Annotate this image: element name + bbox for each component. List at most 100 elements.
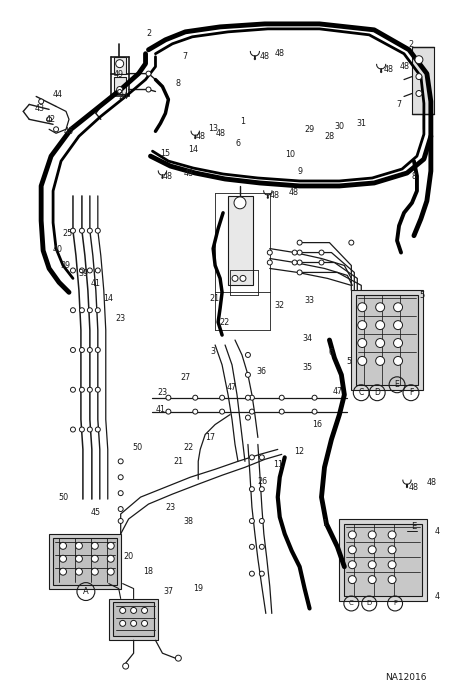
Circle shape xyxy=(118,459,123,464)
Circle shape xyxy=(319,250,324,255)
Bar xyxy=(351,290,423,389)
Text: 36: 36 xyxy=(257,367,267,376)
Circle shape xyxy=(46,117,52,122)
Circle shape xyxy=(87,308,92,313)
Text: 39: 39 xyxy=(79,269,89,278)
Circle shape xyxy=(131,620,137,626)
Circle shape xyxy=(249,409,255,414)
Circle shape xyxy=(376,303,384,312)
Circle shape xyxy=(259,486,264,491)
Circle shape xyxy=(259,544,264,550)
Text: 23: 23 xyxy=(165,502,175,511)
Circle shape xyxy=(95,427,100,432)
Circle shape xyxy=(249,544,255,550)
Circle shape xyxy=(358,339,367,347)
Text: F: F xyxy=(409,388,413,397)
Text: C: C xyxy=(349,601,354,606)
Bar xyxy=(114,57,126,73)
Text: 22: 22 xyxy=(183,443,193,452)
Circle shape xyxy=(249,571,255,576)
Text: 6: 6 xyxy=(329,349,334,358)
Text: 48: 48 xyxy=(183,168,193,177)
Circle shape xyxy=(246,372,250,377)
Circle shape xyxy=(91,568,98,575)
Text: 29: 29 xyxy=(304,125,315,134)
Text: 38: 38 xyxy=(183,518,193,527)
Text: 4: 4 xyxy=(434,527,439,536)
Circle shape xyxy=(312,395,317,400)
Circle shape xyxy=(146,71,151,76)
Circle shape xyxy=(75,555,82,562)
Text: 37: 37 xyxy=(164,587,173,596)
Text: 34: 34 xyxy=(302,333,312,342)
Bar xyxy=(339,519,427,601)
Text: 35: 35 xyxy=(302,363,313,372)
Text: 8: 8 xyxy=(176,79,181,88)
Circle shape xyxy=(249,455,255,460)
Bar xyxy=(113,602,155,636)
Circle shape xyxy=(87,427,92,432)
Text: 41: 41 xyxy=(155,405,165,414)
Text: 49: 49 xyxy=(114,70,124,79)
Circle shape xyxy=(71,387,75,392)
Bar xyxy=(412,46,434,114)
Circle shape xyxy=(71,268,75,273)
Text: 39: 39 xyxy=(60,261,70,270)
Text: 8: 8 xyxy=(411,171,417,180)
Text: D: D xyxy=(374,388,380,397)
Text: 50: 50 xyxy=(58,493,68,502)
Text: 45: 45 xyxy=(91,507,101,516)
Text: 20: 20 xyxy=(124,552,134,561)
Text: NA12016: NA12016 xyxy=(385,672,427,681)
Text: 25: 25 xyxy=(63,229,73,238)
Text: 28: 28 xyxy=(324,132,335,141)
Circle shape xyxy=(95,347,100,353)
Bar xyxy=(49,534,121,588)
Circle shape xyxy=(80,427,84,432)
Circle shape xyxy=(259,455,264,460)
Text: 30: 30 xyxy=(334,122,345,131)
Text: 24: 24 xyxy=(118,92,129,101)
Circle shape xyxy=(118,507,123,511)
Circle shape xyxy=(120,620,126,626)
Circle shape xyxy=(71,427,75,432)
Circle shape xyxy=(267,250,272,255)
Text: 9: 9 xyxy=(297,166,302,175)
Text: 48: 48 xyxy=(215,129,225,138)
Circle shape xyxy=(348,546,356,554)
Circle shape xyxy=(60,543,66,550)
Text: 1: 1 xyxy=(240,117,246,126)
Circle shape xyxy=(292,250,297,255)
Text: 11: 11 xyxy=(273,460,283,468)
Circle shape xyxy=(388,576,396,584)
Circle shape xyxy=(376,321,384,330)
Circle shape xyxy=(120,608,126,613)
Circle shape xyxy=(107,543,114,550)
Circle shape xyxy=(358,321,367,330)
Circle shape xyxy=(71,347,75,353)
Circle shape xyxy=(117,87,123,92)
Text: 4: 4 xyxy=(434,592,439,601)
Text: 46: 46 xyxy=(64,127,74,136)
Circle shape xyxy=(91,543,98,550)
Text: 26: 26 xyxy=(258,477,268,486)
Text: 23: 23 xyxy=(157,388,167,397)
Circle shape xyxy=(118,518,123,523)
Circle shape xyxy=(348,561,356,569)
Text: C: C xyxy=(359,388,364,397)
Circle shape xyxy=(118,475,123,480)
Circle shape xyxy=(388,531,396,539)
Text: 7: 7 xyxy=(183,52,188,61)
Circle shape xyxy=(368,576,376,584)
Text: 48: 48 xyxy=(289,188,299,198)
Circle shape xyxy=(87,347,92,353)
Bar xyxy=(228,196,253,286)
Bar xyxy=(109,599,158,640)
Circle shape xyxy=(259,518,264,523)
Circle shape xyxy=(146,87,151,92)
Circle shape xyxy=(232,275,238,281)
Circle shape xyxy=(60,555,66,562)
Circle shape xyxy=(249,518,255,523)
Circle shape xyxy=(80,228,84,233)
Circle shape xyxy=(349,240,354,245)
